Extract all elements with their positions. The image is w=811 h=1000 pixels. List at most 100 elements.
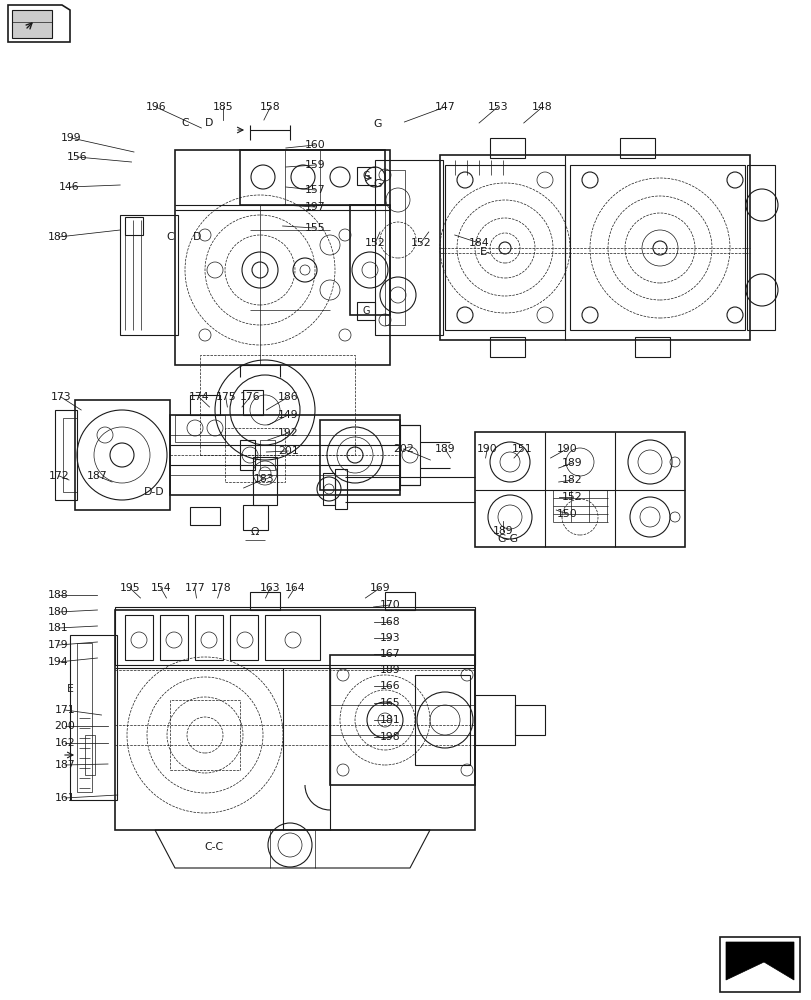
Text: 166: 166 <box>379 681 400 691</box>
Text: 173: 173 <box>50 392 71 402</box>
Bar <box>489 337 525 357</box>
Text: 176: 176 <box>239 392 260 402</box>
Text: Ω: Ω <box>251 527 259 537</box>
Bar <box>440 155 749 340</box>
Bar <box>75 400 169 510</box>
Bar <box>63 418 77 492</box>
Bar <box>190 395 220 415</box>
Polygon shape <box>725 942 793 980</box>
Text: G: G <box>362 171 369 181</box>
Text: 151: 151 <box>511 444 532 454</box>
Text: 170: 170 <box>379 600 400 610</box>
Text: C: C <box>166 232 174 242</box>
Bar <box>474 432 684 547</box>
Text: 162: 162 <box>54 738 75 748</box>
Bar <box>384 170 405 325</box>
Text: 150: 150 <box>556 509 577 519</box>
Text: 146: 146 <box>58 182 79 192</box>
Text: 172: 172 <box>49 471 70 481</box>
Text: 188: 188 <box>48 590 69 600</box>
Text: 198: 198 <box>379 732 400 742</box>
Text: 175: 175 <box>215 392 236 402</box>
Bar <box>12 10 52 38</box>
Bar <box>175 150 389 365</box>
Text: E: E <box>67 684 74 694</box>
Text: 180: 180 <box>48 607 69 617</box>
Bar <box>115 607 474 665</box>
Text: 163: 163 <box>260 583 281 593</box>
Bar <box>242 505 268 530</box>
Bar <box>746 165 774 330</box>
Bar <box>120 215 178 335</box>
Text: 153: 153 <box>487 102 508 112</box>
Bar <box>70 635 117 800</box>
Text: 174: 174 <box>188 392 209 402</box>
Text: 183: 183 <box>253 474 274 484</box>
Bar <box>125 217 143 235</box>
Bar <box>634 337 669 357</box>
Text: 194: 194 <box>48 657 69 667</box>
Bar <box>200 355 354 455</box>
Bar <box>620 138 654 158</box>
Text: 177: 177 <box>184 583 205 593</box>
Text: 147: 147 <box>434 102 455 112</box>
Text: 159: 159 <box>304 160 325 170</box>
Bar <box>85 735 95 775</box>
Bar <box>240 440 255 470</box>
Bar <box>350 205 389 315</box>
Text: 189: 189 <box>492 526 513 536</box>
Bar <box>55 410 77 500</box>
Text: D-D: D-D <box>144 487 165 497</box>
Text: 197: 197 <box>304 202 325 212</box>
Text: G: G <box>373 179 381 189</box>
Text: 152: 152 <box>364 238 385 248</box>
Bar <box>169 415 400 495</box>
Text: 158: 158 <box>260 102 281 112</box>
Text: 160: 160 <box>304 140 325 150</box>
Text: 181: 181 <box>48 623 69 633</box>
Text: 168: 168 <box>379 617 400 627</box>
Bar <box>250 592 280 610</box>
Bar <box>230 615 258 660</box>
Text: 189: 189 <box>561 458 582 468</box>
Text: 152: 152 <box>561 492 582 502</box>
Bar <box>160 615 188 660</box>
Text: 190: 190 <box>476 444 497 454</box>
Text: 189: 189 <box>434 444 455 454</box>
Bar <box>260 440 275 470</box>
Text: 155: 155 <box>304 223 325 233</box>
Text: 152: 152 <box>410 238 431 248</box>
Bar <box>225 428 285 482</box>
Bar <box>264 615 320 660</box>
Bar <box>474 695 514 745</box>
Text: 169: 169 <box>369 583 390 593</box>
Text: 179: 179 <box>48 640 69 650</box>
Bar <box>569 165 744 330</box>
Text: 149: 149 <box>277 410 298 420</box>
Text: 187: 187 <box>54 760 75 770</box>
Bar <box>357 302 375 320</box>
Text: E-: E- <box>478 247 490 257</box>
Text: 171: 171 <box>54 705 75 715</box>
Text: 161: 161 <box>54 793 75 803</box>
Bar <box>77 643 92 792</box>
Text: 193: 193 <box>379 633 400 643</box>
Bar <box>240 150 384 205</box>
Text: 200: 200 <box>54 721 75 731</box>
Text: 201: 201 <box>277 446 298 456</box>
Text: 181: 181 <box>379 715 400 725</box>
Text: 167: 167 <box>379 649 400 659</box>
Text: C: C <box>181 118 189 128</box>
Text: 165: 165 <box>379 698 400 708</box>
Text: 148: 148 <box>531 102 552 112</box>
Bar <box>414 675 470 765</box>
Text: 187: 187 <box>87 471 108 481</box>
Bar <box>115 610 474 830</box>
Text: 178: 178 <box>210 583 231 593</box>
Bar <box>195 615 223 660</box>
Text: D: D <box>205 118 213 128</box>
Bar <box>320 420 400 490</box>
Bar <box>400 425 419 485</box>
Text: 157: 157 <box>304 185 325 195</box>
Text: 154: 154 <box>150 583 171 593</box>
